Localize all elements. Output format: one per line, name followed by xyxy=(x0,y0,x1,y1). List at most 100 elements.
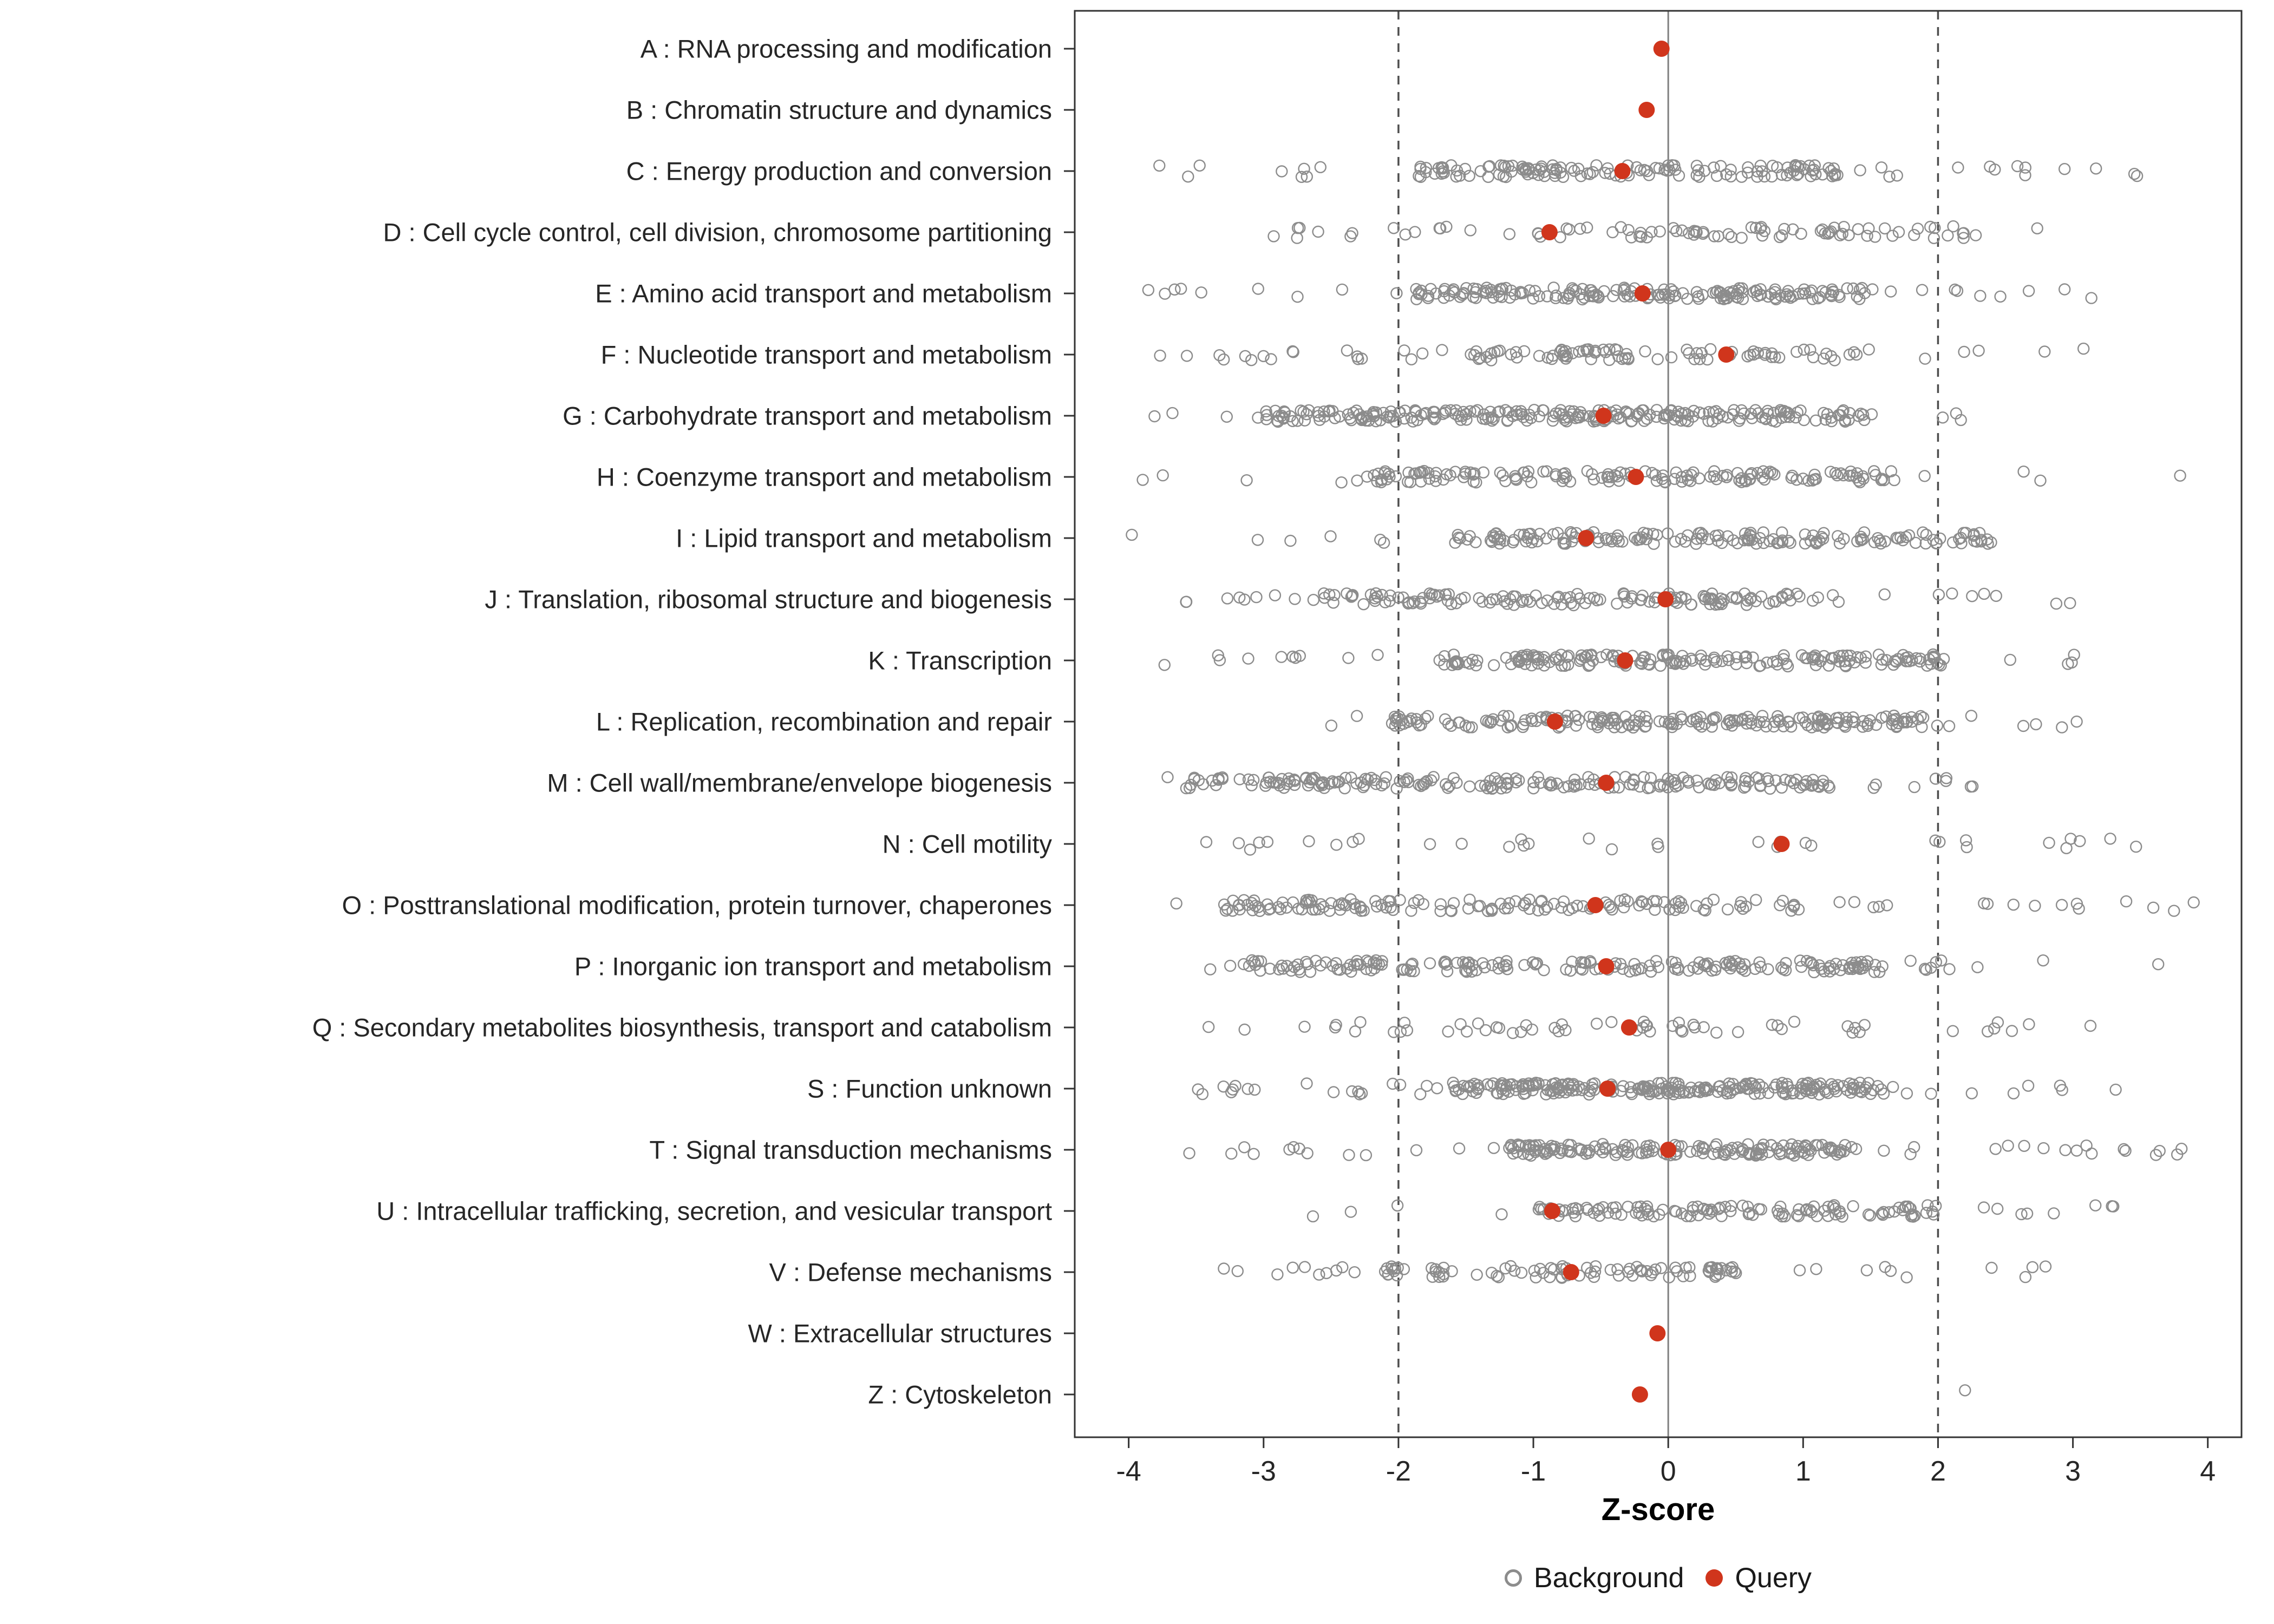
background-point xyxy=(1644,1025,1656,1038)
background-point xyxy=(1299,955,1312,968)
background-point xyxy=(1974,290,1987,302)
background-point xyxy=(1776,1082,1789,1095)
background-point xyxy=(1559,592,1572,604)
background-point xyxy=(1180,595,1193,608)
background-point xyxy=(1204,963,1217,975)
background-point xyxy=(1447,1076,1460,1089)
background-point xyxy=(1730,592,1743,605)
background-point xyxy=(1822,779,1835,792)
background-point xyxy=(1710,1026,1723,1039)
background-point xyxy=(1929,222,1941,234)
background-point xyxy=(1537,1267,1550,1279)
background-point xyxy=(1166,407,1179,420)
background-point xyxy=(1304,966,1317,978)
background-point xyxy=(2056,721,2068,734)
background-point xyxy=(1550,162,1563,175)
background-point xyxy=(1833,650,1846,663)
background-point xyxy=(1668,1204,1681,1217)
background-point xyxy=(1936,411,1949,424)
background-point xyxy=(1357,598,1370,611)
background-point xyxy=(1298,1020,1311,1033)
background-point xyxy=(1502,406,1515,418)
x-tick-label: 2 xyxy=(1930,1456,1946,1487)
background-point xyxy=(1876,1207,1889,1220)
background-point xyxy=(1708,651,1721,664)
background-point xyxy=(1551,777,1563,790)
background-point xyxy=(1324,530,1337,542)
background-point xyxy=(1781,288,1793,300)
background-point xyxy=(1605,1016,1618,1029)
background-point xyxy=(2073,902,2085,915)
background-point xyxy=(1323,588,1336,601)
background-point xyxy=(1531,957,1543,970)
background-point xyxy=(1712,1147,1725,1159)
background-point xyxy=(1795,649,1808,662)
background-point xyxy=(1515,1266,1528,1279)
background-point xyxy=(1292,963,1305,976)
background-point xyxy=(1284,534,1297,547)
background-point xyxy=(1904,1202,1917,1215)
category-label: T : Signal transduction mechanisms xyxy=(649,1136,1052,1164)
background-point xyxy=(1267,230,1280,243)
background-point xyxy=(1295,404,1307,417)
background-point xyxy=(1466,653,1479,666)
background-point xyxy=(1706,721,1718,733)
open-circle-icon xyxy=(1504,1569,1522,1587)
background-point xyxy=(1380,901,1393,914)
background-point xyxy=(1917,526,1929,539)
background-point xyxy=(1567,780,1580,793)
background-point xyxy=(1900,1087,1913,1100)
background-point xyxy=(1604,1263,1617,1276)
background-point xyxy=(1642,1085,1654,1098)
background-point xyxy=(1814,225,1827,237)
background-point xyxy=(1520,1019,1533,1032)
background-point xyxy=(1358,779,1371,791)
background-point xyxy=(1414,171,1427,183)
x-tick-label: 4 xyxy=(2200,1456,2216,1487)
background-point xyxy=(1824,1141,1837,1154)
background-point xyxy=(1750,1082,1762,1094)
background-point xyxy=(1398,776,1410,788)
background-point xyxy=(1301,958,1314,971)
background-point xyxy=(1911,713,1924,725)
background-point xyxy=(1192,1083,1204,1096)
background-point xyxy=(2039,1260,2052,1273)
background-point xyxy=(1521,168,1534,181)
background-point xyxy=(1471,283,1483,296)
background-point xyxy=(1707,406,1720,418)
background-point xyxy=(1382,1268,1395,1281)
background-point xyxy=(1533,410,1546,423)
background-point xyxy=(1672,405,1685,418)
background-point xyxy=(1312,225,1324,238)
background-point xyxy=(1791,1142,1803,1155)
background-point xyxy=(1762,963,1774,975)
background-point xyxy=(1537,466,1550,478)
background-point xyxy=(1690,533,1703,545)
background-point xyxy=(1424,283,1437,295)
background-point xyxy=(1628,958,1641,971)
background-point xyxy=(1783,290,1796,303)
background-point xyxy=(1875,161,1888,174)
background-point xyxy=(1791,587,1803,600)
background-point xyxy=(1580,1261,1593,1274)
background-point xyxy=(1376,588,1388,601)
background-point xyxy=(1854,408,1867,420)
background-point xyxy=(1776,894,1789,907)
background-point xyxy=(1586,718,1599,730)
background-point xyxy=(1644,959,1656,972)
background-point xyxy=(1513,1139,1526,1151)
category-label: D : Cell cycle control, cell division, c… xyxy=(383,218,1052,247)
background-point xyxy=(1537,404,1549,416)
background-point xyxy=(1463,169,1475,182)
background-point xyxy=(1433,1266,1446,1279)
background-point xyxy=(1265,353,1277,365)
background-point xyxy=(1985,1261,1998,1274)
background-point xyxy=(1753,716,1766,728)
background-point xyxy=(1658,409,1671,422)
background-point xyxy=(1794,1081,1807,1093)
background-point xyxy=(1245,354,1258,366)
background-point xyxy=(1596,712,1609,725)
background-point xyxy=(1870,778,1882,791)
background-point xyxy=(1897,649,1910,662)
background-point xyxy=(1640,1019,1652,1032)
